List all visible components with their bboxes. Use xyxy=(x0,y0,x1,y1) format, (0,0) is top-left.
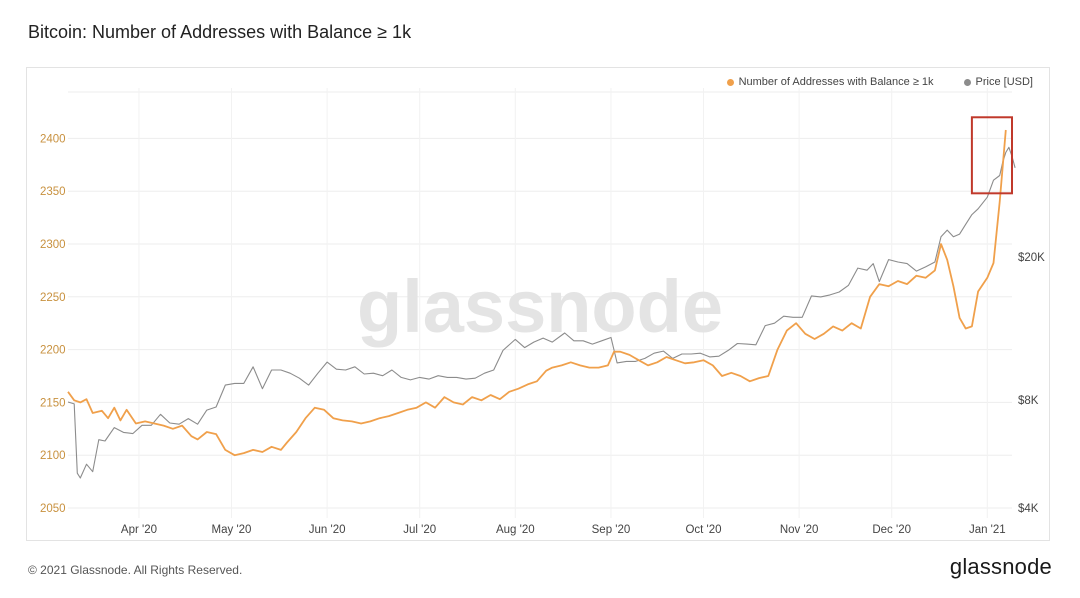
legend-label-addresses: Number of Addresses with Balance ≥ 1k xyxy=(738,76,934,88)
legend-item-addresses[interactable]: Number of Addresses with Balance ≥ 1k xyxy=(726,76,934,88)
chart-panel: Number of Addresses with Balance ≥ 1k Pr… xyxy=(26,67,1050,541)
legend-swatch-addresses xyxy=(726,78,734,86)
legend-item-price[interactable]: Price [USD] xyxy=(963,76,1033,88)
chart-title: Bitcoin: Number of Addresses with Balanc… xyxy=(28,22,412,42)
legend-label-price: Price [USD] xyxy=(975,76,1033,88)
legend-swatch-price xyxy=(963,78,971,86)
glassnode-logo[interactable]: glassnode xyxy=(949,554,1052,579)
chart-legend: Number of Addresses with Balance ≥ 1k Pr… xyxy=(726,76,1033,88)
footer-copyright: © 2021 Glassnode. All Rights Reserved. xyxy=(28,563,243,577)
